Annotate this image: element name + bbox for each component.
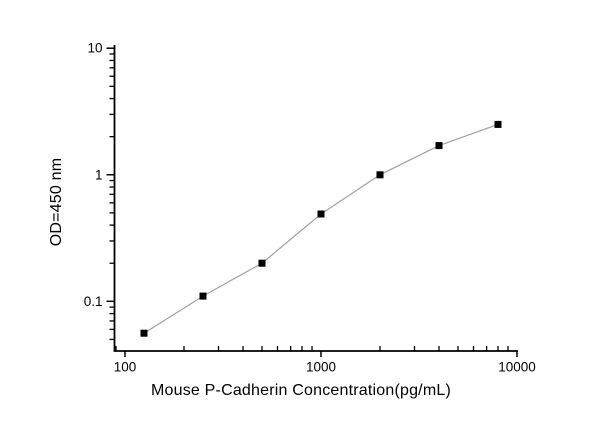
y-tick-label: 10: [87, 41, 102, 56]
x-tick-label: 1000: [306, 360, 336, 375]
data-point-marker: [435, 142, 443, 150]
data-point-marker: [199, 292, 207, 300]
data-point-marker: [494, 120, 502, 128]
x-axis-title: Mouse P-Cadherin Concentration(pg/mL): [151, 382, 451, 399]
series-line: [143, 123, 499, 334]
data-point-marker: [258, 259, 266, 267]
y-tick-label: 1: [95, 167, 103, 182]
data-point-marker: [140, 329, 148, 337]
x-tick-label: 10000: [498, 360, 536, 375]
y-tick-label: 0.1: [84, 294, 103, 309]
data-point-marker: [376, 171, 384, 179]
x-tick-label: 100: [114, 360, 137, 375]
y-axis-title: OD=450 nm: [48, 157, 65, 247]
data-point-marker: [317, 210, 325, 218]
